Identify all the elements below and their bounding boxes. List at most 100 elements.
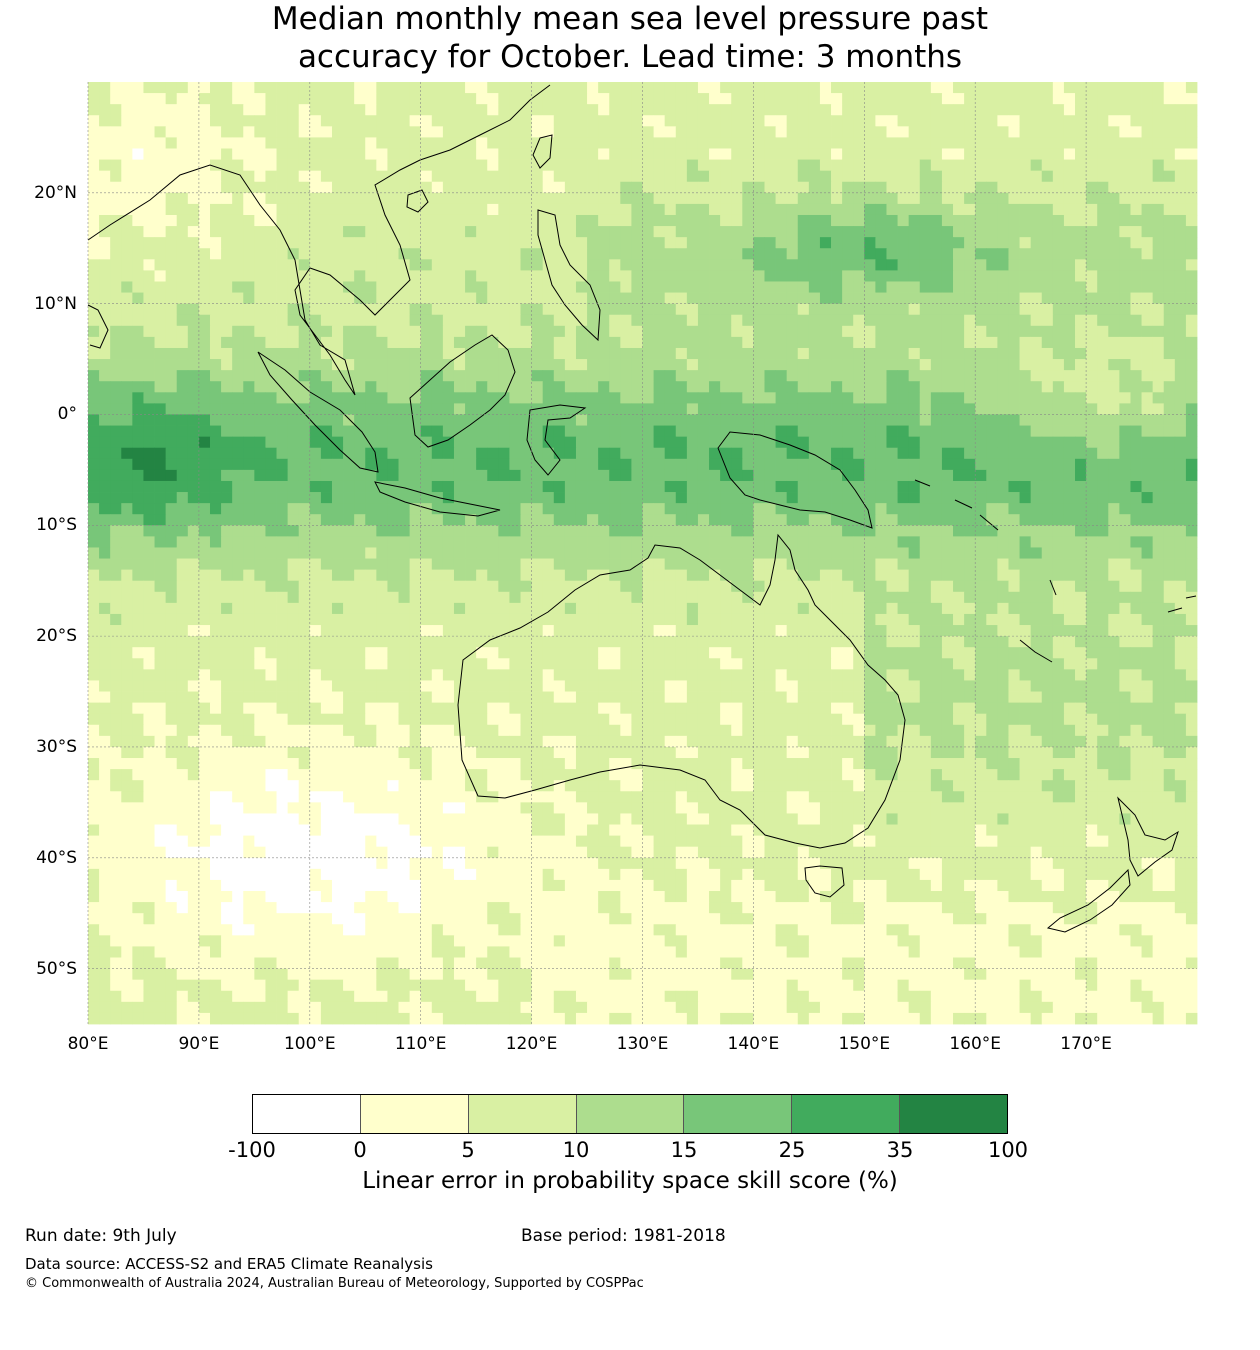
field-cell <box>886 447 898 460</box>
field-cell <box>1097 625 1109 637</box>
field-cell <box>343 259 355 271</box>
field-cell <box>742 248 754 260</box>
field-cell <box>1185 281 1198 293</box>
field-cell <box>354 203 366 216</box>
field-cell <box>1019 403 1032 415</box>
field-cell <box>1097 303 1109 316</box>
field-cell <box>941 314 954 327</box>
field-cell <box>1152 569 1165 582</box>
field-cell <box>209 325 222 338</box>
field-cell <box>941 303 954 316</box>
field-cell <box>897 447 910 460</box>
field-cell <box>897 359 910 371</box>
field-cell <box>1185 104 1198 116</box>
field-cell <box>531 359 544 371</box>
field-cell <box>154 514 167 526</box>
field-cell <box>964 569 976 582</box>
field-cell <box>986 547 998 559</box>
field-cell <box>453 569 466 582</box>
field-cell <box>298 492 311 504</box>
field-cell <box>886 536 898 548</box>
field-cell <box>808 458 821 471</box>
field-cell <box>697 458 710 471</box>
field-cell <box>198 425 211 438</box>
field-cell <box>742 381 754 393</box>
field-cell <box>520 159 532 172</box>
field-cell <box>243 625 255 637</box>
field-cell <box>99 469 111 482</box>
field-cell <box>287 325 300 338</box>
field-cell <box>498 226 510 238</box>
field-cell <box>819 381 832 393</box>
field-cell <box>1108 403 1120 415</box>
field-cell <box>542 115 555 127</box>
field-cell <box>742 480 754 493</box>
field-cell <box>542 591 555 604</box>
field-cell <box>276 514 289 526</box>
field-cell <box>453 292 466 305</box>
field-cell <box>908 248 921 260</box>
field-cell <box>842 492 854 504</box>
field-cell <box>797 192 810 205</box>
field-cell <box>786 591 799 604</box>
field-cell <box>930 336 943 349</box>
field-cell <box>132 270 144 282</box>
field-cell <box>110 613 122 626</box>
field-cell <box>1041 359 1054 371</box>
field-cell <box>409 503 422 515</box>
field-cell <box>542 237 555 249</box>
field-cell <box>819 403 832 415</box>
field-cell <box>831 159 843 172</box>
field-cell <box>686 303 699 316</box>
field-cell <box>953 347 965 360</box>
field-cell <box>941 270 954 282</box>
field-cell <box>442 602 455 615</box>
field-cell <box>276 580 289 593</box>
field-cell <box>331 492 344 504</box>
field-cell <box>986 281 998 293</box>
field-cell <box>819 414 832 426</box>
field-cell <box>221 558 233 571</box>
field-cell <box>442 469 455 482</box>
field-cell <box>132 126 144 138</box>
field-cell <box>243 436 255 449</box>
field-cell <box>964 82 976 94</box>
field-cell <box>631 325 643 338</box>
field-cell <box>564 181 577 194</box>
field-cell <box>431 514 444 526</box>
field-cell <box>1019 381 1032 393</box>
field-cell <box>365 303 377 316</box>
field-cell <box>531 303 544 316</box>
field-cell <box>831 226 843 238</box>
field-cell <box>786 403 799 415</box>
field-cell <box>997 314 1009 327</box>
field-cell <box>930 514 943 526</box>
field-cell <box>187 436 200 449</box>
field-cell <box>343 203 355 216</box>
field-cell <box>1097 514 1109 526</box>
field-cell <box>575 613 588 626</box>
field-cell <box>476 625 488 637</box>
field-cell <box>941 480 954 493</box>
field-cell <box>198 303 211 316</box>
field-cell <box>453 115 466 127</box>
field-cell <box>786 303 799 316</box>
field-cell <box>675 503 688 515</box>
field-cell <box>176 303 189 316</box>
field-cell <box>930 93 943 105</box>
field-cell <box>686 192 699 205</box>
field-cell <box>575 237 588 249</box>
field-cell <box>587 359 599 371</box>
field-cell <box>176 569 189 582</box>
field-cell <box>886 325 898 338</box>
field-cell <box>1019 602 1032 615</box>
field-cell <box>1063 126 1076 138</box>
field-cell <box>1152 82 1165 94</box>
field-cell <box>276 458 289 471</box>
field-cell <box>964 458 976 471</box>
field-cell <box>908 226 921 238</box>
field-cell <box>154 281 167 293</box>
field-cell <box>88 580 100 593</box>
field-cell <box>1174 115 1187 127</box>
field-cell <box>520 458 532 471</box>
